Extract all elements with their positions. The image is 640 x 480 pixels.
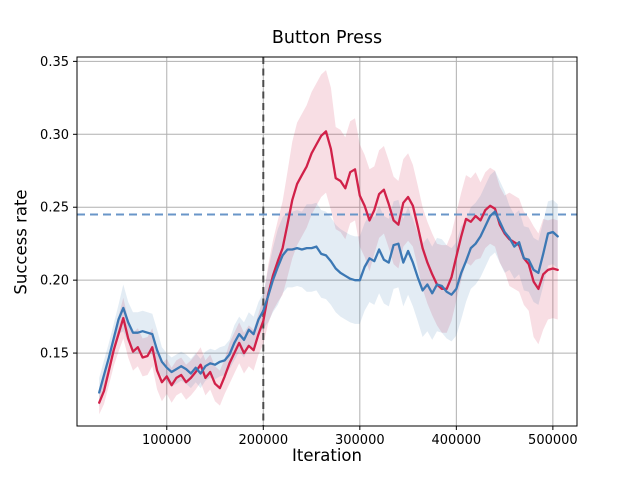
tick-labels: 100000 200000 300000 400000 500000 0.15 0.20 0.…	[40, 55, 578, 448]
y-tick-label: 0.25	[40, 201, 69, 216]
y-tick-label: 0.30	[40, 128, 69, 143]
y-axis-label: Success rate	[11, 189, 31, 295]
red-curve-band	[99, 70, 558, 415]
series-lines	[98, 130, 559, 404]
chart-title: Button Press	[271, 28, 383, 48]
x-axis-label: Iteration	[292, 446, 362, 465]
x-tick-label: 200000	[238, 433, 288, 448]
x-tick-label: 500000	[528, 433, 578, 448]
blue-curve-band	[99, 170, 558, 407]
y-tick-label: 0.20	[40, 274, 69, 289]
x-tick-label: 400000	[432, 433, 482, 448]
confidence-bands	[99, 70, 558, 415]
blue-curve-line	[98, 210, 559, 394]
red-curve-line	[98, 130, 559, 404]
plot-border	[76, 56, 578, 427]
y-tick-label: 0.35	[40, 55, 69, 70]
y-tick-label: 0.15	[40, 347, 69, 362]
x-tick-label: 100000	[142, 433, 192, 448]
tick-marks	[73, 60, 554, 430]
x-tick-label: 300000	[335, 433, 385, 448]
